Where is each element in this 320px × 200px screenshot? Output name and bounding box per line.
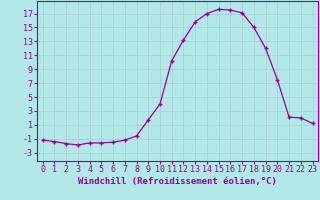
X-axis label: Windchill (Refroidissement éolien,°C): Windchill (Refroidissement éolien,°C) — [78, 177, 277, 186]
